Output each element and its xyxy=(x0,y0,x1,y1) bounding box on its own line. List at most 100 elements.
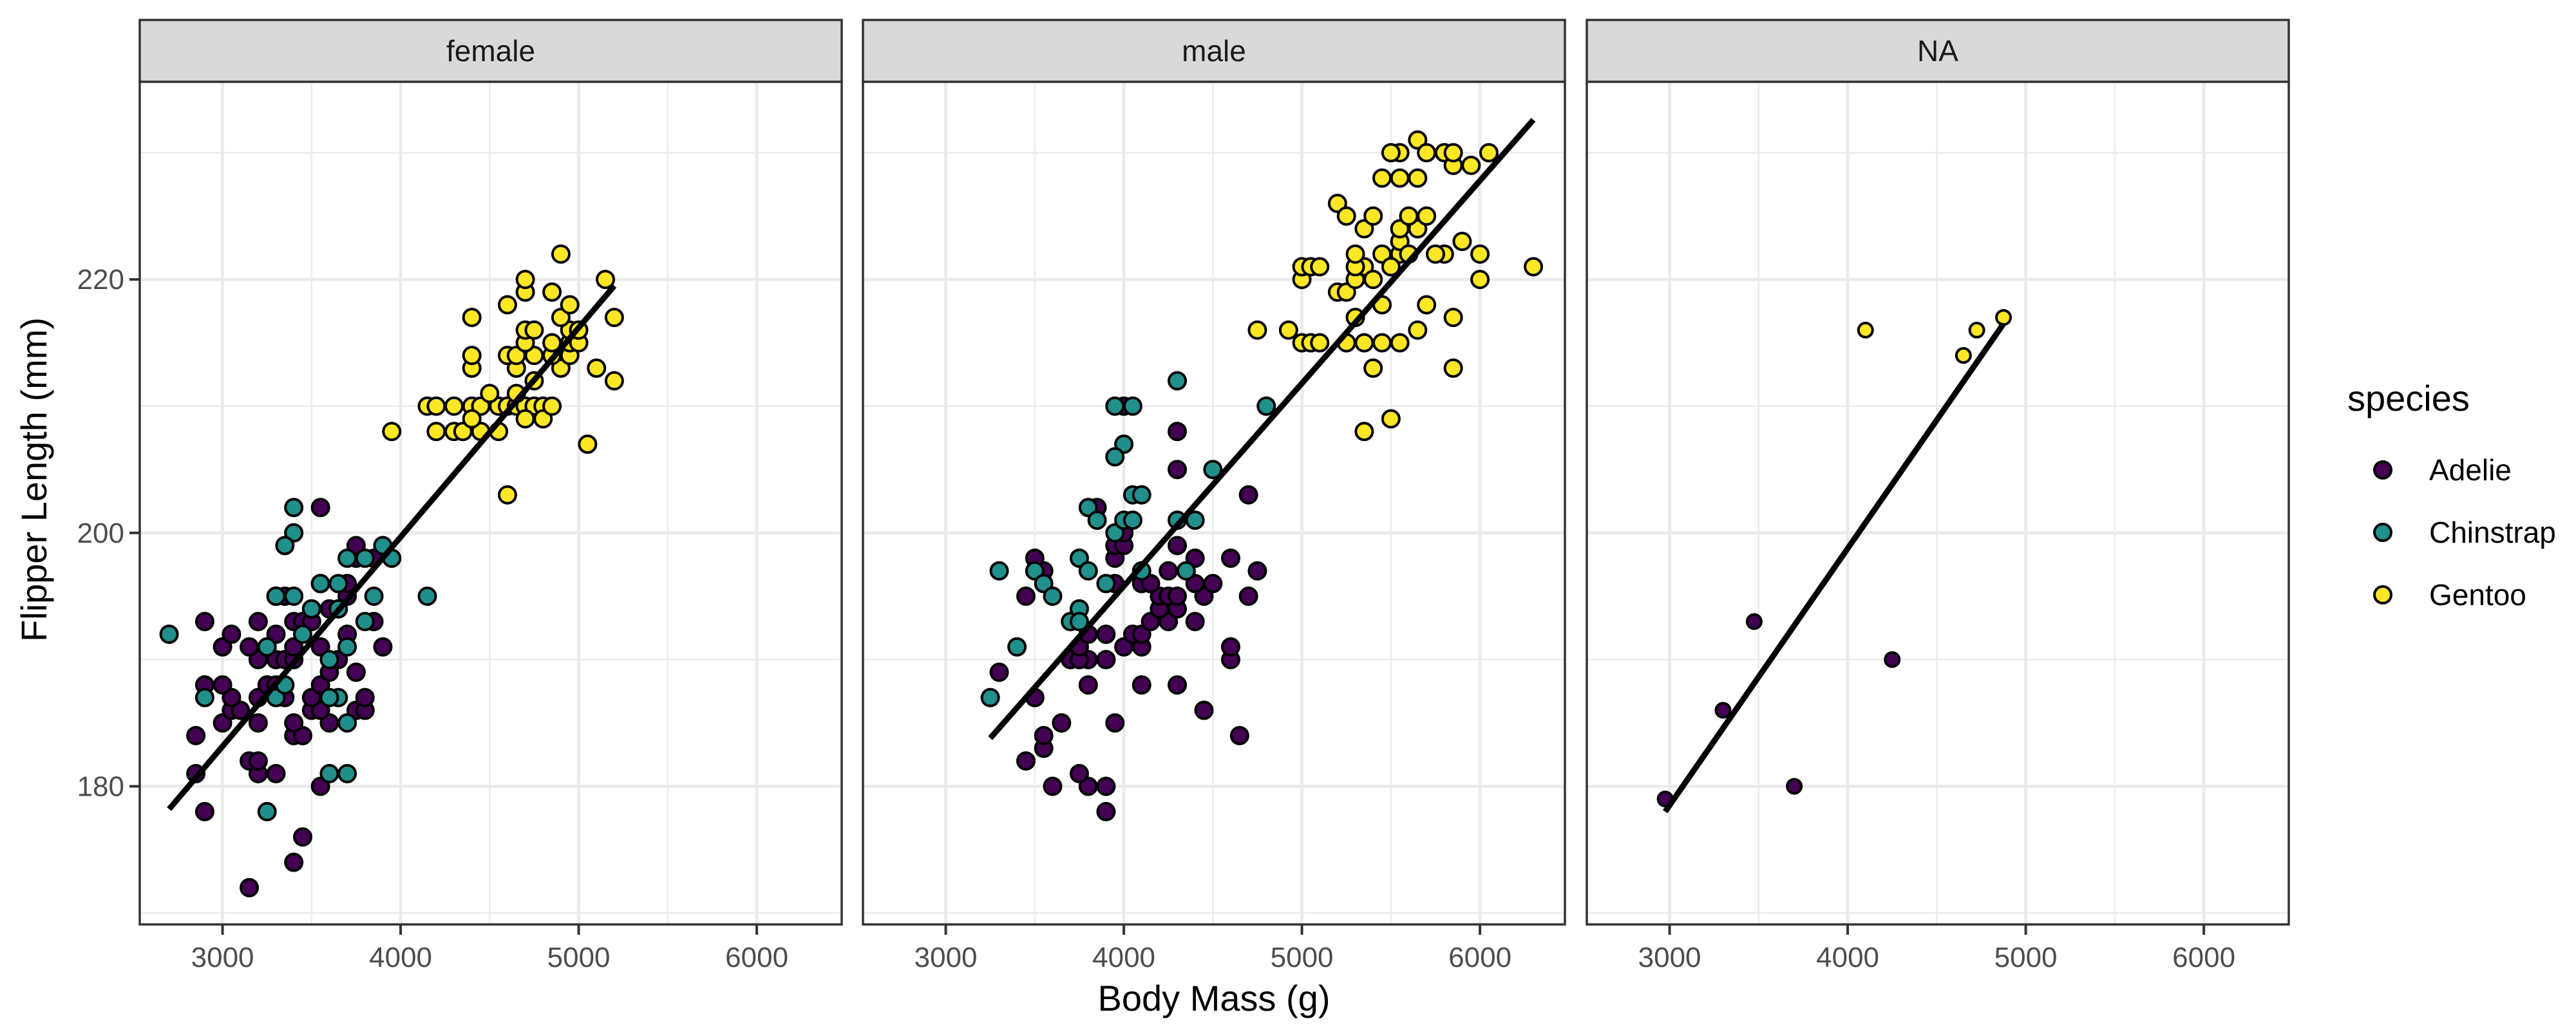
data-point-gentoo xyxy=(1278,320,1298,340)
legend-item-gentoo: Gentoo xyxy=(2373,578,2526,612)
data-point-gentoo xyxy=(1408,130,1428,150)
data-point-chinstrap xyxy=(1105,447,1125,467)
series-chinstrap xyxy=(159,498,437,821)
data-point-adelie xyxy=(1238,586,1258,606)
data-point-adelie xyxy=(1069,763,1089,783)
data-point-adelie xyxy=(293,726,313,745)
regression-line xyxy=(988,118,1536,740)
data-point-adelie xyxy=(1168,422,1188,442)
data-point-gentoo xyxy=(1399,206,1419,226)
data-point-adelie xyxy=(213,637,232,657)
data-point-gentoo xyxy=(462,409,482,429)
y-axis: 180 200 220 xyxy=(77,264,124,802)
data-point-adelie xyxy=(1745,613,1763,630)
data-point-adelie xyxy=(1132,675,1151,695)
series-gentoo xyxy=(1857,309,2012,364)
data-point-gentoo xyxy=(426,422,446,442)
data-point-adelie xyxy=(266,624,286,644)
data-point-gentoo xyxy=(1354,422,1374,442)
regression-line xyxy=(1662,322,2006,814)
legend: species Adelie Chinstrap Gentoo xyxy=(2347,378,2556,612)
legend-item-chinstrap: Chinstrap xyxy=(2373,516,2556,549)
legend-key-gentoo xyxy=(2373,585,2392,604)
data-point-chinstrap xyxy=(1087,510,1107,530)
data-point-chinstrap xyxy=(337,548,357,568)
data-point-chinstrap xyxy=(1168,371,1188,391)
data-point-gentoo xyxy=(1381,257,1401,277)
data-point-chinstrap xyxy=(301,599,321,619)
data-point-gentoo xyxy=(1363,270,1383,290)
data-point-gentoo xyxy=(1310,257,1330,277)
data-point-adelie xyxy=(310,637,330,657)
data-point-chinstrap xyxy=(417,586,437,606)
data-point-adelie xyxy=(1185,548,1205,568)
data-point-gentoo xyxy=(551,358,571,378)
data-point-gentoo xyxy=(604,371,624,391)
data-point-chinstrap xyxy=(1078,561,1098,581)
x-tick-label: 3000 xyxy=(1638,942,1701,973)
data-point-adelie xyxy=(248,713,268,733)
data-point-gentoo xyxy=(462,308,482,328)
x-tick-label: 5000 xyxy=(1994,942,2058,973)
data-point-gentoo xyxy=(497,485,517,505)
data-point-adelie xyxy=(1220,548,1240,568)
data-point-adelie xyxy=(346,662,366,682)
data-point-gentoo xyxy=(1363,206,1383,226)
data-point-gentoo xyxy=(515,270,535,290)
series-chinstrap xyxy=(980,371,1276,707)
y-tick-label: 180 xyxy=(77,771,124,802)
data-point-gentoo xyxy=(1372,168,1392,188)
data-point-adelie xyxy=(240,637,260,657)
data-point-adelie xyxy=(1105,713,1125,733)
data-point-gentoo xyxy=(1247,320,1267,340)
facet-strip xyxy=(1586,19,2290,83)
data-point-gentoo xyxy=(1968,321,1985,339)
data-point-chinstrap xyxy=(1069,612,1089,632)
data-point-gentoo xyxy=(604,308,624,328)
data-point-gentoo xyxy=(426,396,446,416)
data-point-gentoo xyxy=(1417,295,1437,315)
data-point-gentoo xyxy=(1470,270,1490,290)
data-point-adelie xyxy=(1168,586,1188,606)
data-point-gentoo xyxy=(515,409,535,429)
data-point-adelie xyxy=(1194,586,1214,606)
data-point-chinstrap xyxy=(1132,485,1151,505)
data-point-adelie xyxy=(248,612,268,632)
data-point-gentoo xyxy=(1327,193,1347,213)
data-point-gentoo xyxy=(1995,309,2012,326)
legend-label-adelie: Adelie xyxy=(2429,453,2512,487)
data-point-adelie xyxy=(213,675,232,695)
data-point-gentoo xyxy=(1461,155,1481,175)
data-point-chinstrap xyxy=(980,688,1000,707)
data-point-chinstrap xyxy=(337,713,357,733)
data-point-adelie xyxy=(1141,574,1160,594)
facet-panel-female: female 3000 4000 5000 6000 xyxy=(129,19,843,973)
data-point-gentoo xyxy=(1470,244,1490,264)
data-point-chinstrap xyxy=(319,650,339,670)
data-point-gentoo xyxy=(578,434,598,454)
data-point-gentoo xyxy=(1336,206,1356,226)
data-point-adelie xyxy=(248,751,268,771)
x-axis-title: Body Mass (g) xyxy=(1098,978,1331,1018)
facet-strip-label: male xyxy=(1182,34,1246,68)
data-point-gentoo xyxy=(551,244,571,264)
data-point-chinstrap xyxy=(293,624,313,644)
data-point-adelie xyxy=(310,700,330,720)
data-point-adelie xyxy=(194,612,214,632)
data-point-gentoo xyxy=(542,282,562,302)
x-tick-label: 6000 xyxy=(725,942,788,973)
facet-strip-label: NA xyxy=(1917,34,1958,68)
data-point-gentoo xyxy=(1363,358,1383,378)
data-point-adelie xyxy=(213,713,232,733)
data-point-adelie xyxy=(1016,586,1036,606)
data-point-chinstrap xyxy=(284,586,304,606)
x-tick-label: 3000 xyxy=(191,942,254,973)
data-point-gentoo xyxy=(1443,143,1463,163)
data-point-gentoo xyxy=(524,320,544,340)
data-point-chinstrap xyxy=(1105,396,1125,416)
data-point-chinstrap xyxy=(355,548,375,568)
y-axis-title: Flipper Length (mm) xyxy=(14,317,54,642)
panel-background xyxy=(140,82,842,924)
data-point-adelie xyxy=(222,624,242,644)
data-point-adelie xyxy=(231,700,251,720)
